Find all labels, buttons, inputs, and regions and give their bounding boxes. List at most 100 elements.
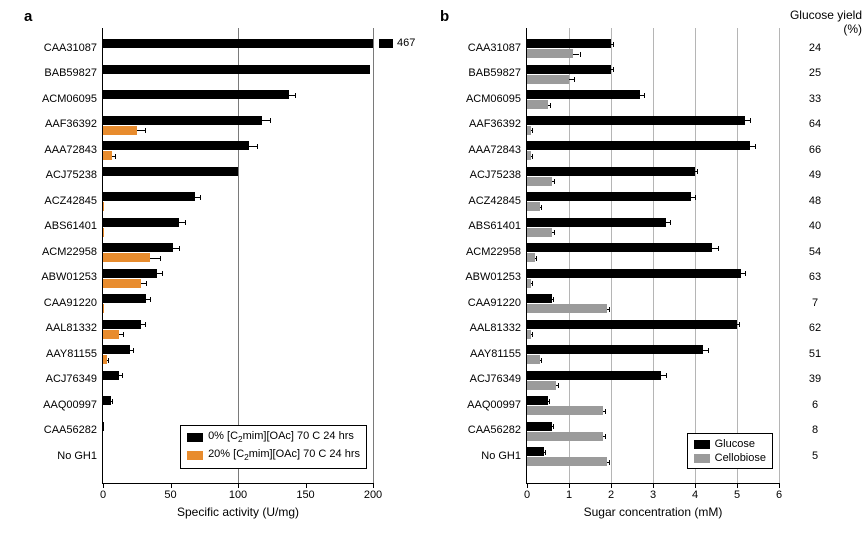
glucose-yield-value: 6 (797, 399, 833, 411)
x-tick-label: 3 (650, 489, 656, 501)
category-label: ABS61401 (19, 220, 97, 232)
glucose-yield-value: 25 (797, 67, 833, 79)
category-label: AAQ00997 (443, 399, 521, 411)
glucose-yield-value: 40 (797, 220, 833, 232)
x-tick (695, 483, 696, 488)
bar (527, 355, 540, 364)
error-cap (644, 93, 645, 98)
x-axis-label: Specific activity (U/mg) (103, 505, 373, 519)
bar (103, 90, 289, 99)
glucose-yield-value: 63 (797, 271, 833, 283)
legend-item: 20% [C2mim][OAc] 70 C 24 hrs (187, 447, 360, 465)
gridline (737, 28, 738, 483)
bar (103, 218, 179, 227)
bar (527, 116, 745, 125)
category-label: CAA91220 (443, 297, 521, 309)
bar (103, 371, 119, 380)
category-label: ACJ76349 (443, 373, 521, 385)
error-cap (605, 434, 606, 439)
category-label: AAF36392 (443, 118, 521, 130)
error-cap (115, 154, 116, 159)
bar (527, 253, 535, 262)
figure: a b Glucose yield (%) 050100150200Specif… (0, 0, 864, 539)
bar (103, 269, 157, 278)
error-cap (609, 460, 610, 465)
category-label: CAA31087 (19, 42, 97, 54)
bar (527, 49, 573, 58)
error-cap (750, 118, 751, 123)
bar (103, 345, 130, 354)
error-cap (532, 281, 533, 286)
legend: GlucoseCellobiose (687, 433, 773, 469)
error-cap (553, 424, 554, 429)
category-label: AAY81155 (443, 348, 521, 360)
bar (527, 243, 712, 252)
error-cap (745, 271, 746, 276)
legend-swatch (187, 433, 203, 442)
category-label: No GH1 (19, 450, 97, 462)
error-cap (133, 348, 134, 353)
bar (103, 192, 195, 201)
legend-item: 0% [C2mim][OAc] 70 C 24 hrs (187, 429, 360, 447)
gridline (779, 28, 780, 483)
legend-swatch (694, 454, 710, 463)
glucose-yield-value: 7 (797, 297, 833, 309)
glucose-yield-value: 66 (797, 144, 833, 156)
bar (103, 279, 141, 288)
error-cap (123, 332, 124, 337)
bar (527, 422, 552, 431)
x-tick-label: 2 (608, 489, 614, 501)
glucose-yield-header: Glucose yield (%) (776, 8, 862, 36)
bar (103, 253, 150, 262)
category-label: ACZ42845 (443, 195, 521, 207)
error-cap (146, 281, 147, 286)
category-label: No GH1 (443, 450, 521, 462)
bar (103, 151, 112, 160)
category-label: ABW01253 (443, 271, 521, 283)
error-cap (185, 220, 186, 225)
x-tick-label: 4 (692, 489, 698, 501)
bar (527, 371, 661, 380)
x-tick-label: 0 (524, 489, 530, 501)
error-cap (708, 348, 709, 353)
error-cap (270, 118, 271, 123)
x-tick (569, 483, 570, 488)
error-cap (666, 373, 667, 378)
glucose-yield-value: 39 (797, 373, 833, 385)
bar (103, 396, 111, 405)
error-cap (112, 399, 113, 404)
bar (527, 192, 691, 201)
category-label: ACJ75238 (19, 169, 97, 181)
bar (527, 396, 548, 405)
error-cap (295, 93, 296, 98)
bar (103, 65, 370, 74)
error-cap (554, 179, 555, 184)
error-cap (536, 256, 537, 261)
x-tick (527, 483, 528, 488)
error-cap (532, 154, 533, 159)
error-cap (532, 332, 533, 337)
error-cap (257, 144, 258, 149)
bar (527, 202, 540, 211)
panel-a-plot: 050100150200Specific activity (U/mg)CAA3… (102, 28, 373, 484)
x-tick-label: 5 (734, 489, 740, 501)
legend-swatch (694, 440, 710, 449)
bar (527, 304, 607, 313)
bar (527, 228, 552, 237)
error-cap (179, 246, 180, 251)
category-label: BAB59827 (19, 67, 97, 79)
x-tick (103, 483, 104, 488)
bar (527, 294, 552, 303)
error-cap (145, 128, 146, 133)
glucose-yield-value: 49 (797, 169, 833, 181)
bar (527, 345, 703, 354)
error-cap (613, 42, 614, 47)
error-cap (541, 358, 542, 363)
error-cap (718, 246, 719, 251)
bar (103, 39, 373, 48)
error-cap (200, 195, 201, 200)
bar (527, 65, 611, 74)
category-label: ACJ76349 (19, 373, 97, 385)
bar (103, 304, 104, 313)
bar (103, 422, 104, 431)
